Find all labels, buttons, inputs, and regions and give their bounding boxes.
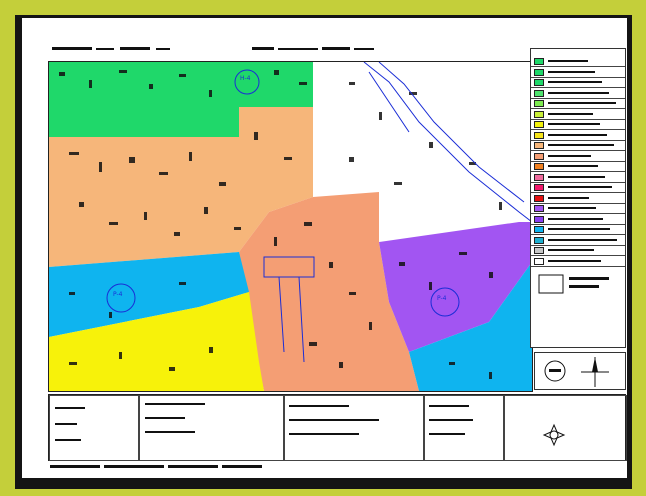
title-block-cell bbox=[504, 395, 627, 461]
legend-row bbox=[531, 204, 625, 214]
title-block-cell bbox=[49, 395, 139, 461]
parcel-texture bbox=[59, 70, 502, 379]
legend-row bbox=[531, 152, 625, 162]
legend-swatch bbox=[534, 184, 544, 191]
legend-swatch bbox=[534, 110, 544, 118]
zone-label-green: H-4 bbox=[240, 75, 251, 82]
legend-row bbox=[531, 57, 625, 67]
legend-text-scribble bbox=[548, 133, 607, 136]
legend-row bbox=[531, 120, 625, 130]
legend-row bbox=[531, 89, 625, 99]
zone-cyan-left bbox=[49, 252, 249, 337]
legend-text-scribble bbox=[548, 60, 588, 62]
legend-swatch bbox=[534, 215, 544, 223]
title-block-cell bbox=[284, 395, 424, 461]
zoning-map: H-4 P-4 P-4 bbox=[48, 61, 533, 392]
legend-swatch bbox=[534, 100, 544, 107]
legend-text-scribble bbox=[548, 186, 612, 188]
legend-swatch bbox=[534, 131, 544, 139]
title-block-cell bbox=[139, 395, 284, 461]
legend-text-scribble bbox=[548, 102, 616, 104]
map-legend bbox=[530, 48, 626, 348]
zone-purple bbox=[379, 222, 532, 352]
seal-logo-icon bbox=[542, 423, 566, 447]
map-sheet: H-4 P-4 P-4 bbox=[22, 18, 627, 478]
zone-cyan-right bbox=[409, 262, 532, 391]
legend-swatch bbox=[534, 173, 544, 181]
zone-yellow bbox=[49, 292, 264, 391]
compass-rose-icon bbox=[544, 357, 609, 387]
footer-scribble bbox=[50, 465, 262, 468]
legend-row bbox=[531, 194, 625, 204]
legend-seal-scribble bbox=[538, 274, 609, 294]
legend-swatch bbox=[534, 163, 544, 170]
zone-label-purple: P-4 bbox=[437, 295, 447, 302]
legend-row bbox=[531, 215, 625, 225]
title-block-scribbles bbox=[55, 403, 566, 447]
zone-label-circle-purple bbox=[430, 287, 460, 317]
legend-row bbox=[531, 257, 625, 267]
legend-swatch bbox=[534, 58, 544, 65]
legend-text-scribble bbox=[548, 217, 603, 220]
legend-row bbox=[531, 141, 625, 151]
legend-text-scribble bbox=[548, 144, 614, 146]
legend-text-scribble bbox=[548, 238, 617, 241]
legend-text-scribble bbox=[548, 228, 610, 230]
zone-green bbox=[49, 62, 313, 137]
legend-text-scribble bbox=[548, 112, 593, 115]
zone-orange bbox=[49, 107, 313, 267]
legend-row bbox=[531, 173, 625, 183]
legend-swatch bbox=[534, 79, 544, 86]
legend-swatch bbox=[534, 152, 544, 160]
legend-text-scribble bbox=[548, 259, 601, 262]
legend-text-scribble bbox=[548, 207, 596, 209]
title-block bbox=[48, 394, 627, 461]
annotation-lines bbox=[263, 62, 532, 363]
zone-label-cyan: P-4 bbox=[113, 291, 123, 298]
legend-row bbox=[531, 162, 625, 172]
legend-row bbox=[531, 225, 625, 235]
legend-swatch bbox=[534, 257, 544, 265]
legend-text-scribble bbox=[548, 165, 598, 167]
legend-swatch bbox=[534, 142, 544, 149]
legend-text-scribble bbox=[548, 70, 595, 73]
legend-row bbox=[531, 68, 625, 78]
zone-label-circle-green bbox=[234, 69, 260, 95]
legend-swatch bbox=[534, 247, 544, 254]
legend-swatch bbox=[534, 89, 544, 97]
legend-text-scribble bbox=[548, 175, 605, 178]
legend-row bbox=[531, 246, 625, 256]
zoning-map-drawing: H-4 P-4 P-4 bbox=[49, 62, 532, 391]
legend-row bbox=[531, 236, 625, 246]
legend-row bbox=[531, 110, 625, 120]
zone-salmon bbox=[239, 192, 419, 391]
legend-row bbox=[531, 78, 625, 88]
legend-text-scribble bbox=[548, 196, 589, 199]
legend-text-scribble bbox=[548, 91, 609, 94]
legend-row bbox=[531, 183, 625, 193]
title-block-cell bbox=[424, 395, 504, 461]
legend-swatch bbox=[534, 68, 544, 76]
legend-text-scribble bbox=[548, 123, 600, 125]
legend-swatch bbox=[534, 236, 544, 244]
legend-row bbox=[531, 131, 625, 141]
legend-swatch bbox=[534, 121, 544, 128]
legend-text-scribble bbox=[548, 154, 591, 157]
zone-label-circle-cyan bbox=[106, 283, 136, 313]
legend-text-scribble bbox=[548, 81, 602, 83]
legend-swatch bbox=[534, 194, 544, 202]
legend-swatch bbox=[534, 226, 544, 233]
sheet-heading-scribble bbox=[52, 47, 374, 50]
north-arrow-panel bbox=[534, 352, 626, 390]
legend-text-scribble bbox=[548, 249, 594, 251]
legend-swatch bbox=[534, 205, 544, 212]
legend-row bbox=[531, 99, 625, 109]
